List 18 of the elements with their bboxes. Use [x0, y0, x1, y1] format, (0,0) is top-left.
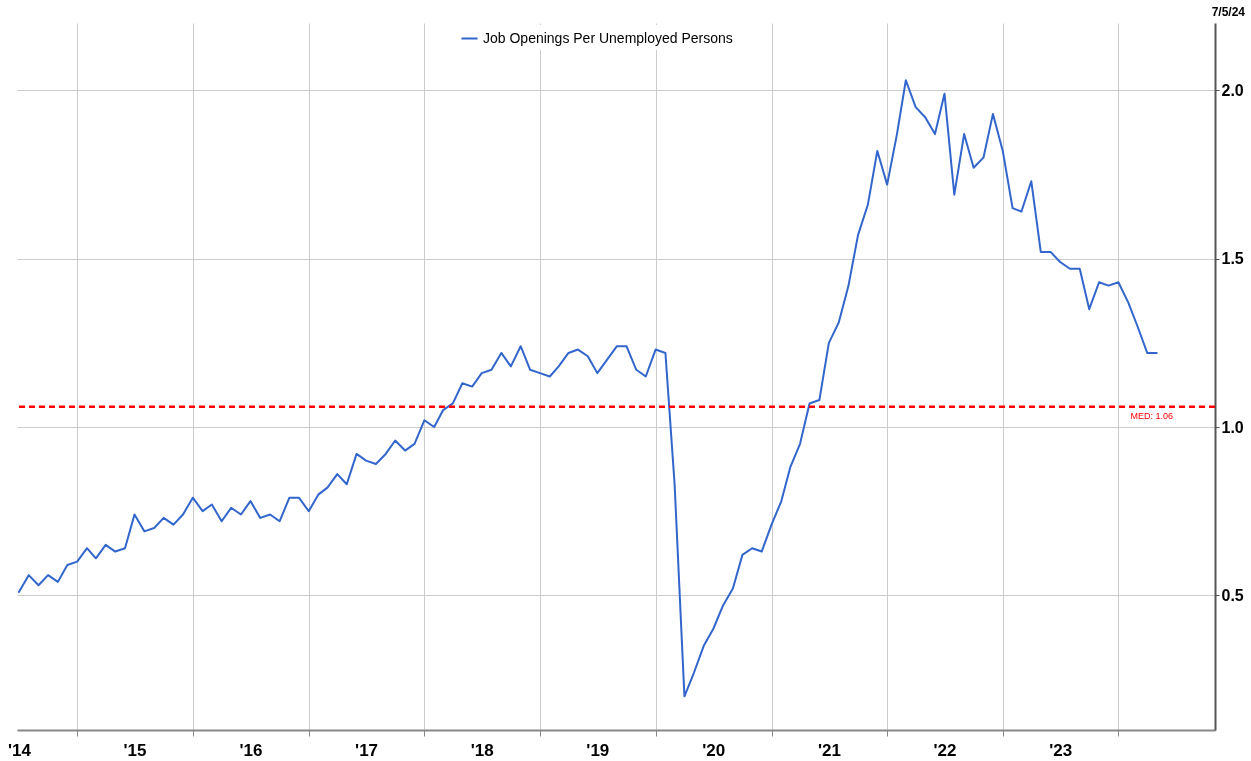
x-tick-label: '14 [7, 740, 32, 760]
x-tick-label: '15 [123, 740, 147, 760]
ref-line-label: MED: 1.06 [1130, 410, 1173, 421]
y-tick-label: 2.0 [1221, 81, 1244, 99]
x-tick-label: '23 [1049, 740, 1073, 760]
x-tick-label: '16 [239, 740, 263, 760]
x-tick-label: '17 [355, 740, 379, 760]
x-tick-label: '21 [817, 740, 841, 760]
y-tick-label: 1.0 [1221, 418, 1244, 436]
x-tick-label: '20 [702, 740, 726, 760]
legend-label: Job Openings Per Unemployed Persons [483, 29, 733, 46]
x-tick-label: '19 [586, 740, 610, 760]
y-tick-label: 0.5 [1221, 586, 1244, 604]
x-tick-label: '22 [933, 740, 957, 760]
text: 7/5/24 [1211, 5, 1246, 19]
x-tick-label: '18 [470, 740, 494, 760]
line-series [17, 79, 1158, 698]
y-tick-label: 1.5 [1221, 250, 1244, 268]
